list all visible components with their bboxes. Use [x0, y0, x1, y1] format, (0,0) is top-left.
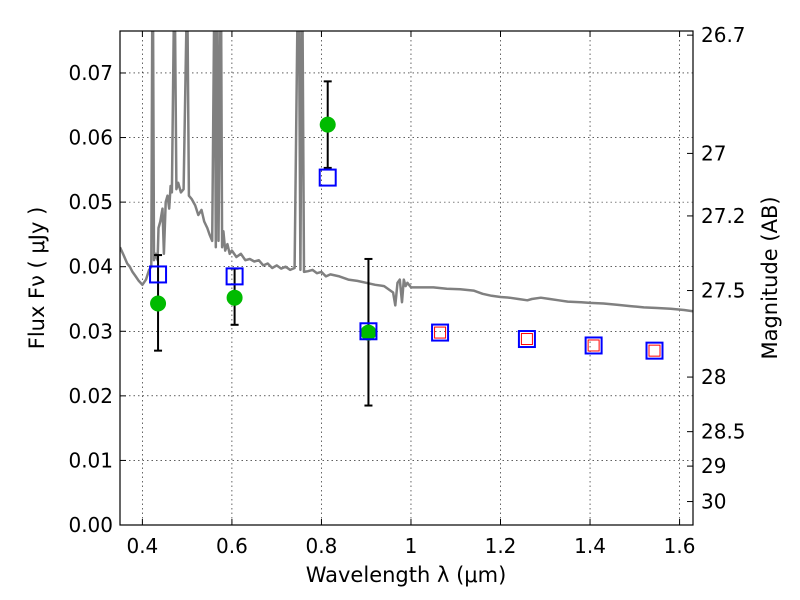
- model-square-point: [517, 330, 536, 349]
- x-tick-label: 0.4: [126, 534, 158, 558]
- plot-area: [120, 31, 693, 407]
- predicted-square-point: [587, 339, 600, 352]
- y-axis-label: Flux Fν ( μJy ): [25, 207, 49, 350]
- predicted-square-point: [520, 333, 533, 346]
- x-tick-label: 1.4: [574, 534, 606, 558]
- model-square-point: [584, 336, 603, 355]
- predicted-square-point: [434, 326, 447, 339]
- model-square-point: [431, 323, 450, 342]
- y-tick-label: 0.03: [68, 319, 113, 343]
- predicted-square-point: [648, 344, 661, 357]
- x-tick-label: 1.2: [485, 534, 517, 558]
- y-tick-label: 0.01: [68, 448, 113, 472]
- observed-point: [319, 116, 336, 133]
- x-tick-label: 1: [405, 534, 418, 558]
- x-tick-label: 1.6: [664, 534, 696, 558]
- y-right-tick-label: 26.7: [701, 23, 746, 47]
- y-right-tick-label: 29: [701, 454, 726, 478]
- y-tick-label: 0.02: [68, 384, 113, 408]
- y-right-tick-label: 28: [701, 365, 726, 389]
- y-tick-label: 0.06: [68, 126, 113, 150]
- observed-point: [150, 295, 167, 312]
- model-square-point: [149, 265, 168, 284]
- axis-ticks: 0.4 0.6 0.8 1 1.2 1.4 1.6 0.00 0.01 0.02 0.03 0.04 0…: [68, 23, 745, 558]
- y-tick-label: 0.05: [68, 190, 113, 214]
- y-right-tick-label: 28.5: [701, 420, 746, 444]
- model-spectrum-line: [120, 31, 693, 313]
- y-right-tick-label: 27.5: [701, 279, 746, 303]
- y-right-tick-label: 27: [701, 141, 726, 165]
- x-tick-label: 0.8: [306, 534, 338, 558]
- model-square-point: [225, 267, 244, 286]
- y-right-tick-label: 30: [701, 490, 726, 514]
- x-tick-label: 0.6: [216, 534, 248, 558]
- observed-point: [360, 324, 377, 341]
- observed-point: [226, 289, 243, 306]
- model-square-point: [645, 341, 664, 360]
- plot-frame: [119, 30, 694, 526]
- y-right-tick-label: 27.2: [701, 204, 746, 228]
- x-axis-label: Wavelength λ (μm): [306, 563, 507, 587]
- y-axis-right-label: Magnitude (AB): [758, 196, 782, 359]
- model-square-point: [359, 322, 378, 341]
- y-tick-label: 0.00: [68, 513, 113, 537]
- y-tick-label: 0.07: [68, 61, 113, 85]
- y-tick-label: 0.04: [68, 255, 113, 279]
- model-square-point: [318, 168, 337, 187]
